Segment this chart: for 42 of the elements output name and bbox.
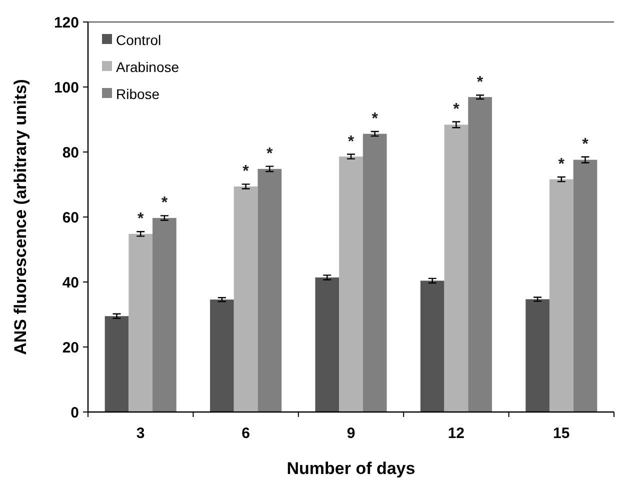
data-label: * [137,210,144,228]
bar [128,234,153,412]
bar [315,277,340,412]
x-axis-title: Number of days [286,459,416,478]
bar [362,134,387,412]
data-label: * [242,163,250,180]
bar [152,218,176,412]
bar [258,168,282,412]
x-tick-label: 3 [136,425,145,442]
data-label: * [558,156,566,174]
x-tick-label: 6 [242,425,250,442]
y-tick-label: 20 [62,339,79,356]
x-tick-label: 15 [553,425,570,442]
bar [526,299,550,412]
y-axis-title: ANS fluorescence (arbitrary units) [11,79,30,355]
data-label: * [266,145,274,162]
x-tick-label: 9 [346,425,356,442]
bar [210,300,234,412]
bar [104,316,129,412]
bar [444,124,468,412]
data-label: * [476,74,484,92]
data-label: * [372,110,379,128]
bar [549,179,574,412]
bar [468,97,492,412]
legend-label: Arabinose [116,58,180,75]
bar [420,280,444,412]
y-tick-label: 80 [62,144,79,162]
y-tick-label: 120 [54,14,79,32]
bar [573,160,598,412]
data-label: * [582,136,590,153]
data-label: * [348,133,355,150]
bar [339,156,363,412]
y-tick-label: 60 [62,209,79,226]
x-tick-label: 12 [448,425,465,442]
bar [234,186,258,412]
y-tick-label: 0 [70,404,79,422]
y-tick-label: 40 [62,274,79,292]
data-label: * [453,100,460,118]
legend-label: Control [116,32,162,48]
y-tick-label: 100 [54,79,79,96]
data-label: * [161,194,168,212]
legend-label: Ribose [116,86,160,102]
